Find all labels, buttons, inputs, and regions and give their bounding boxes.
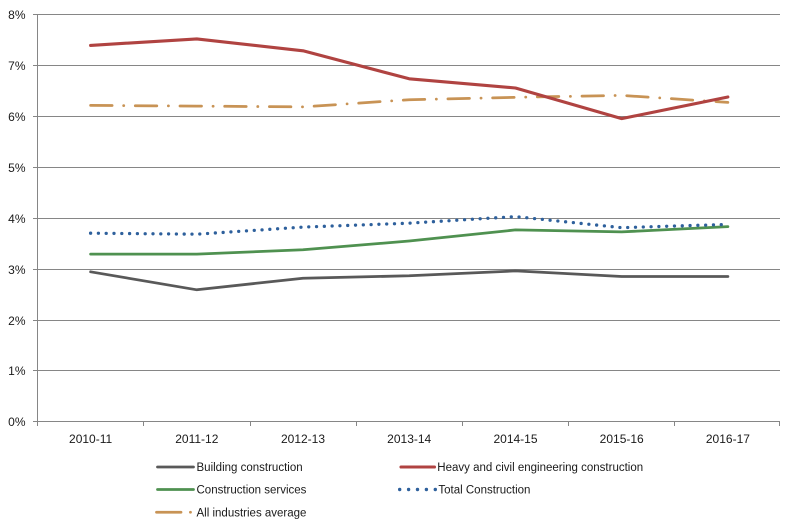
svg-text:3%: 3%: [8, 263, 26, 277]
svg-text:2011-12: 2011-12: [175, 432, 218, 446]
svg-text:2012-13: 2012-13: [281, 432, 325, 446]
svg-text:2016-17: 2016-17: [706, 432, 750, 446]
svg-text:2%: 2%: [8, 314, 26, 328]
svg-text:Construction services: Construction services: [197, 485, 307, 497]
svg-text:2014-15: 2014-15: [493, 432, 537, 446]
svg-text:1%: 1%: [8, 364, 26, 378]
svg-text:8%: 8%: [8, 8, 26, 22]
svg-text:2013-14: 2013-14: [387, 432, 431, 446]
svg-text:Total Construction: Total Construction: [438, 485, 530, 497]
svg-text:Building construction: Building construction: [197, 462, 303, 474]
svg-text:6%: 6%: [8, 110, 26, 124]
svg-text:5%: 5%: [8, 161, 26, 175]
svg-text:2010-11: 2010-11: [69, 432, 112, 446]
svg-text:0%: 0%: [8, 415, 26, 429]
svg-text:2015-16: 2015-16: [600, 432, 644, 446]
svg-text:Heavy and civil engineering co: Heavy and civil engineering construction: [437, 462, 643, 474]
svg-text:All industries average: All industries average: [197, 508, 307, 520]
svg-text:7%: 7%: [8, 59, 26, 73]
svg-text:4%: 4%: [8, 212, 26, 226]
